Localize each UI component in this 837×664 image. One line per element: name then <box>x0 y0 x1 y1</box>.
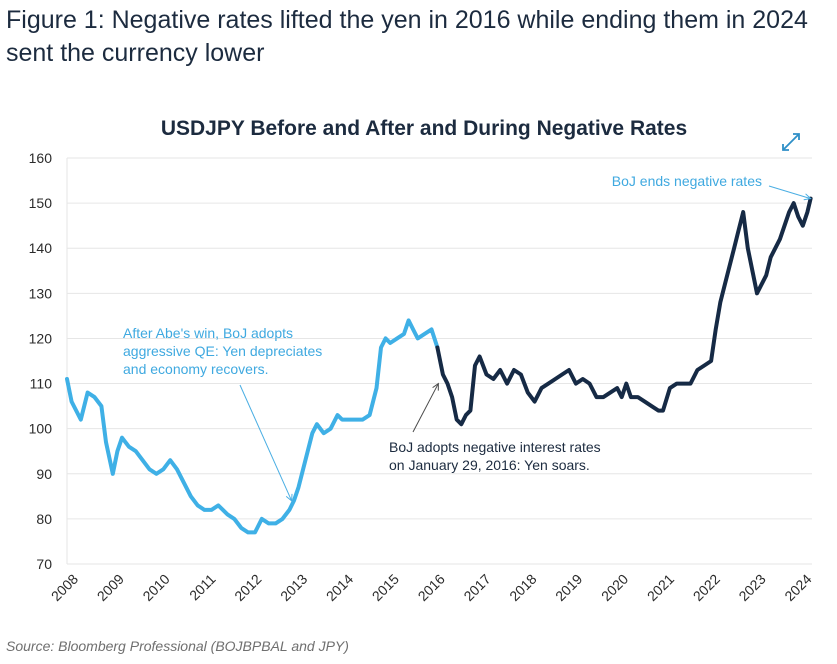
y-tick-label: 90 <box>36 466 52 482</box>
annotation-arrow <box>239 384 293 502</box>
annotation-arrowhead <box>285 493 293 502</box>
y-tick-label: 130 <box>29 285 53 301</box>
x-tick-label: 2022 <box>690 571 723 604</box>
annotation-text: and economy recovers. <box>123 361 269 377</box>
series-line-before <box>65 318 440 535</box>
series-line-during <box>435 196 813 427</box>
x-tick-label: 2012 <box>231 571 264 604</box>
annotation-text: on January 29, 2016: Yen soars. <box>389 457 590 473</box>
usdjpy-line-chart: USDJPY Before and After and During Negat… <box>29 117 815 604</box>
annotation-text: BoJ ends negative rates <box>612 173 762 189</box>
annotation-arrow <box>768 185 811 200</box>
x-tick-label: 2014 <box>323 571 356 604</box>
y-tick-label: 150 <box>29 195 53 211</box>
y-tick-label: 100 <box>29 421 53 437</box>
grid-lines <box>66 157 812 565</box>
y-tick-label: 120 <box>29 330 53 346</box>
x-tick-label: 2008 <box>48 571 81 604</box>
expand-arrows-icon[interactable] <box>782 133 800 151</box>
y-tick-label: 80 <box>36 511 52 527</box>
chart-title: USDJPY Before and After and During Negat… <box>161 117 687 140</box>
annotation-text: After Abe's win, BoJ adopts <box>123 325 293 341</box>
x-tick-label: 2009 <box>94 571 127 604</box>
x-tick-label: 2013 <box>277 571 310 604</box>
annotation-text: BoJ adopts negative interest rates <box>389 439 601 455</box>
annotation-arrowhead <box>803 193 812 201</box>
x-tick-label: 2023 <box>735 571 768 604</box>
figure-title: Figure 1: Negative rates lifted the yen … <box>6 6 808 67</box>
x-tick-label: 2021 <box>644 571 677 604</box>
x-tick-label: 2024 <box>781 571 814 604</box>
annotation-arrow <box>412 383 439 433</box>
y-tick-label: 160 <box>29 150 53 166</box>
x-tick-label: 2019 <box>552 571 585 604</box>
x-axis: 2008 2009 2010 2011 2012 2013 2014 2015 2016 2017… <box>48 571 815 604</box>
annotation-arrowhead <box>432 382 439 391</box>
y-tick-label: 110 <box>30 376 53 392</box>
series-lines <box>65 196 813 535</box>
y-tick-label: 70 <box>36 556 52 572</box>
annotation-text: aggressive QE: Yen depreciates <box>123 343 322 359</box>
x-tick-label: 2011 <box>186 571 219 604</box>
y-axis: 160 150 140 130 120 110 100 90 80 70 <box>29 150 53 572</box>
annotations: After Abe's win, BoJ adopts aggressive QE… <box>123 173 812 502</box>
x-tick-label: 2010 <box>139 571 172 604</box>
x-tick-label: 2016 <box>415 571 448 604</box>
x-tick-label: 2020 <box>598 571 631 604</box>
source-note: Source: Bloomberg Professional (BOJBPBAL… <box>6 638 349 654</box>
x-tick-label: 2015 <box>369 571 402 604</box>
y-tick-label: 140 <box>29 240 53 256</box>
x-tick-label: 2017 <box>460 571 493 604</box>
x-tick-label: 2018 <box>506 571 539 604</box>
